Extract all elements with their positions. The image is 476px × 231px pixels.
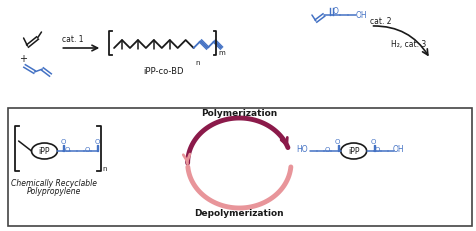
- Text: OH: OH: [355, 10, 367, 19]
- Text: O: O: [374, 147, 379, 153]
- Text: iPP: iPP: [347, 146, 359, 155]
- Text: O: O: [60, 139, 66, 145]
- Text: cat. 2: cat. 2: [369, 16, 390, 25]
- Text: O: O: [64, 147, 69, 153]
- FancyBboxPatch shape: [8, 108, 471, 226]
- Text: n: n: [103, 166, 107, 172]
- Text: O: O: [94, 139, 99, 145]
- Text: OH: OH: [392, 146, 404, 155]
- Text: Polypropylene: Polypropylene: [27, 186, 81, 195]
- Text: +: +: [19, 54, 27, 64]
- Text: n: n: [195, 60, 199, 66]
- Text: O: O: [370, 139, 376, 145]
- Text: cat. 1: cat. 1: [61, 34, 83, 43]
- Text: O: O: [324, 147, 329, 153]
- Text: Depolymerization: Depolymerization: [194, 209, 284, 218]
- Text: iPP: iPP: [39, 146, 50, 155]
- Text: O: O: [84, 147, 89, 153]
- Text: O: O: [332, 7, 338, 16]
- Text: H₂, cat. 3: H₂, cat. 3: [390, 40, 425, 49]
- Text: Chemically Recyclable: Chemically Recyclable: [11, 179, 97, 188]
- Text: Polymerization: Polymerization: [201, 109, 277, 118]
- Text: O: O: [335, 139, 340, 145]
- Text: HO: HO: [296, 146, 307, 155]
- Text: iPP-co-BD: iPP-co-BD: [143, 67, 184, 76]
- Text: m: m: [218, 50, 224, 56]
